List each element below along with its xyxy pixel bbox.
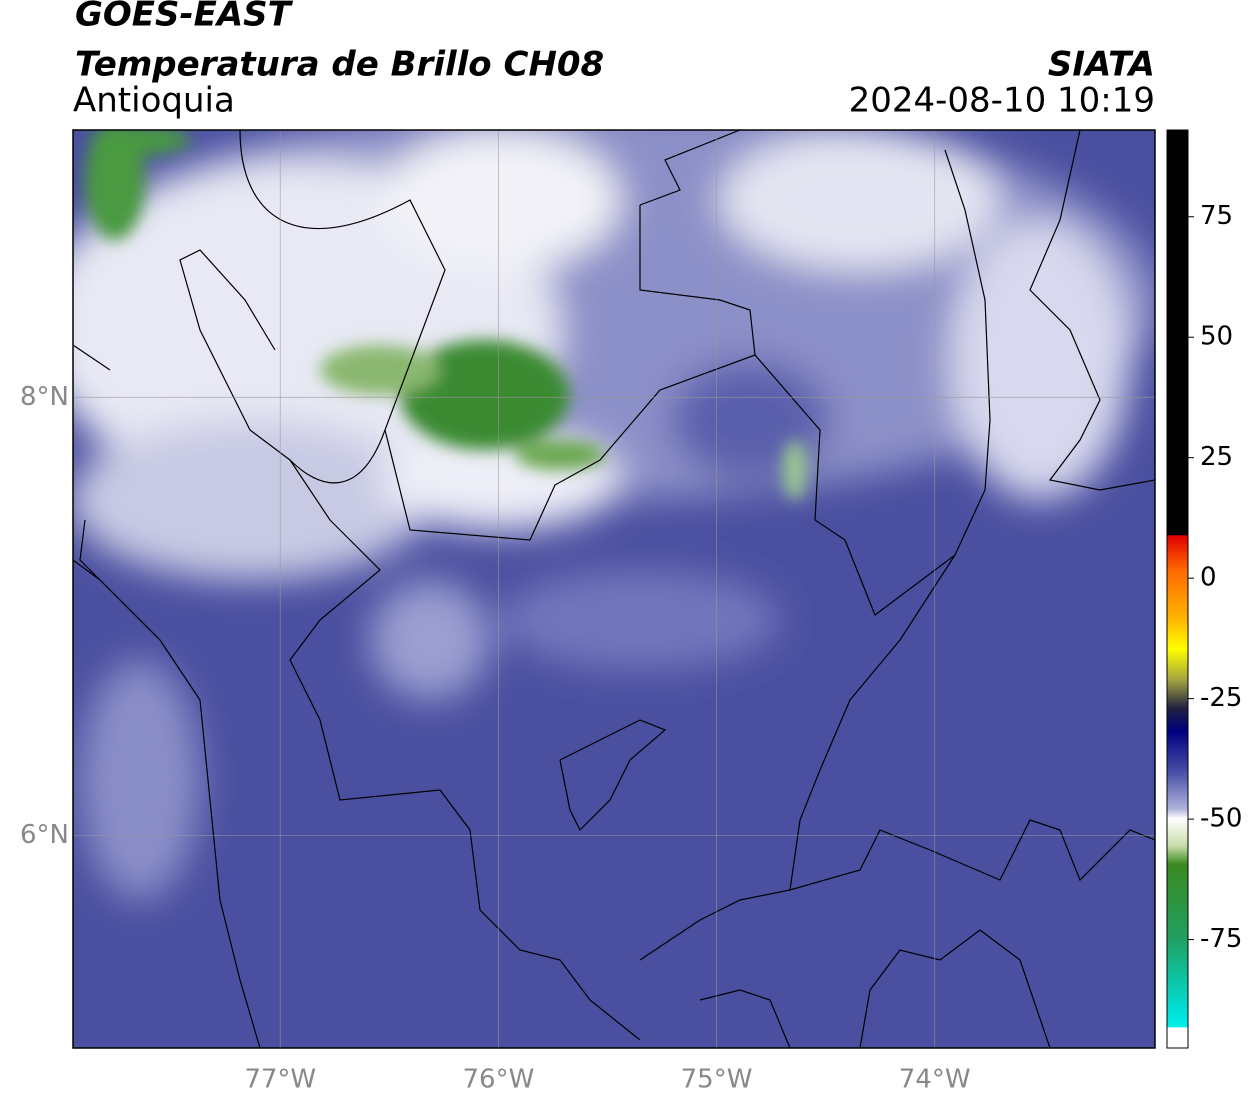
x-tick-label: 77°W (244, 1065, 316, 1095)
x-tick-label: 75°W (681, 1065, 753, 1095)
colorbar-tick-label: 0 (1200, 563, 1217, 593)
source: SIATA (1048, 45, 1155, 85)
region: Antioquia (73, 81, 235, 121)
colorbar (1166, 129, 1189, 1049)
datetime: 2024-08-10 10:19 (849, 81, 1155, 121)
grid (73, 130, 1155, 1048)
colorbar-tick-label: 75 (1200, 201, 1233, 231)
map-frame (72, 129, 1156, 1049)
y-tick-label: 8°N (20, 382, 69, 412)
colorbar-tick-label: 25 (1200, 442, 1233, 472)
x-tick-label: 74°W (899, 1065, 971, 1095)
y-tick-label: 6°N (20, 820, 69, 850)
colorbar-tick-label: 50 (1200, 322, 1233, 352)
title: GOES-EAST (75, 0, 294, 35)
colorbar-tick-label: -25 (1200, 683, 1242, 713)
satellite-image (73, 130, 1155, 1048)
colorbar-tick-label: -50 (1200, 804, 1242, 834)
colorbar-tick-label: -75 (1200, 924, 1242, 954)
x-tick-label: 76°W (462, 1065, 534, 1095)
subtitle: Temperatura de Brillo CH08 (75, 45, 604, 85)
